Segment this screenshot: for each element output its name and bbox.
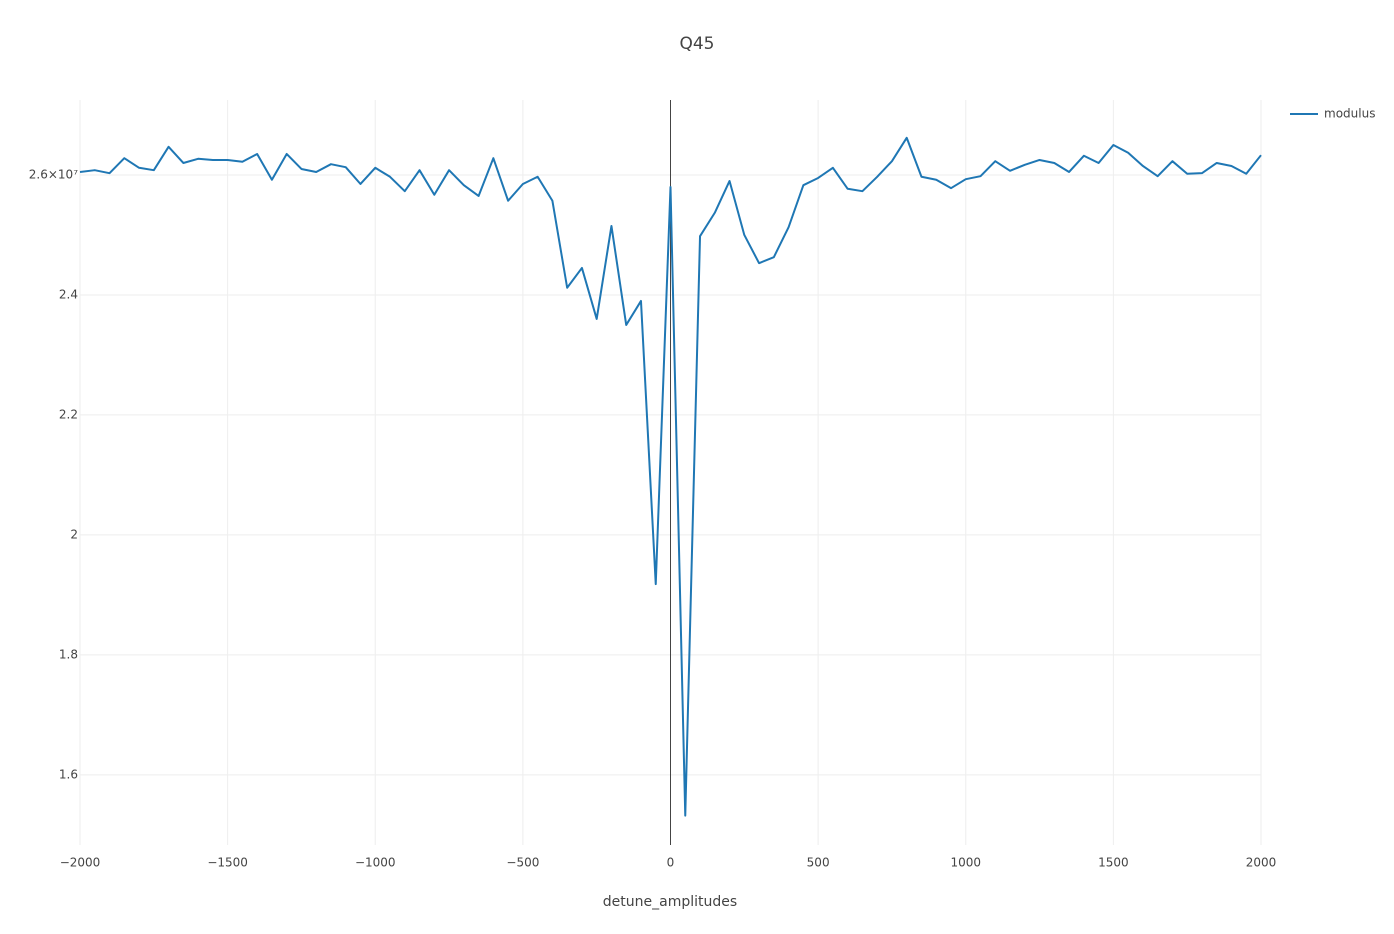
chart-title: Q45 bbox=[679, 34, 714, 54]
x-tick-label: 0 bbox=[667, 856, 675, 870]
x-tick-label: −1500 bbox=[207, 856, 248, 870]
data-line bbox=[79, 136, 1262, 817]
y-tick-label: 1.8 bbox=[59, 647, 78, 661]
x-tick-label: 1000 bbox=[950, 856, 981, 870]
x-axis-title: detune_amplitudes bbox=[603, 894, 737, 910]
y-tick-label: 1.6 bbox=[59, 767, 78, 781]
x-tick-label: 2000 bbox=[1246, 856, 1277, 870]
y-tick-label: 2.6×10⁷ bbox=[29, 167, 78, 181]
y-tick-label: 2.2 bbox=[59, 407, 78, 421]
x-tick-label: 1500 bbox=[1098, 856, 1129, 870]
legend-label: modulus bbox=[1324, 107, 1375, 121]
x-tick-label: 500 bbox=[807, 856, 830, 870]
y-tick-label: 2 bbox=[70, 527, 78, 541]
x-tick-label: −1000 bbox=[355, 856, 396, 870]
x-tick-label: −2000 bbox=[60, 856, 101, 870]
y-tick-label: 2.4 bbox=[59, 287, 78, 301]
x-tick-label: −500 bbox=[506, 856, 539, 870]
